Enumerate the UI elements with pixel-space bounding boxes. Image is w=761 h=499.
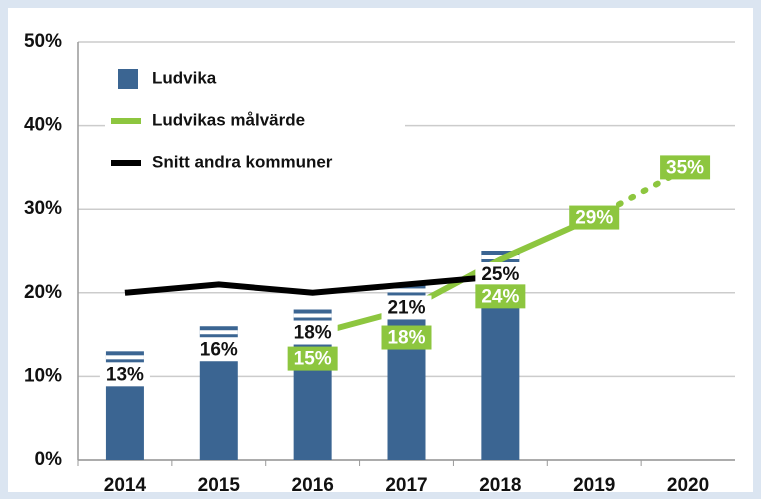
value-label: 15% xyxy=(294,349,332,370)
value-label: 13% xyxy=(106,364,144,385)
value-label: 18% xyxy=(294,323,332,344)
bar-gap xyxy=(105,355,144,360)
value-label: 16% xyxy=(200,339,238,360)
legend-label: Ludvikas målvärde xyxy=(152,110,305,129)
value-label-box xyxy=(287,346,338,371)
value-label: 18% xyxy=(387,328,425,349)
y-tick-label: 30% xyxy=(24,198,62,219)
legend-background xyxy=(105,58,405,188)
value-label-box xyxy=(569,205,620,230)
x-tick-label: 2016 xyxy=(292,475,334,496)
y-tick-label: 40% xyxy=(24,115,62,136)
x-tick-label: 2019 xyxy=(573,475,615,496)
value-label-box xyxy=(287,320,338,345)
value-label-box xyxy=(381,295,432,320)
y-tick-label: 50% xyxy=(24,31,62,52)
legend-label: Ludvika xyxy=(152,68,217,87)
value-label: 35% xyxy=(666,157,704,178)
value-label: 29% xyxy=(575,208,613,229)
bar-gap xyxy=(293,313,332,318)
value-label-box xyxy=(660,155,711,180)
value-label: 21% xyxy=(387,297,425,318)
value-label-box xyxy=(99,362,150,387)
bar-gap xyxy=(387,288,426,293)
bar-gap xyxy=(199,330,238,335)
value-label-box xyxy=(193,337,244,362)
x-tick-label: 2015 xyxy=(198,475,241,496)
line xyxy=(124,273,501,296)
y-tick-label: 0% xyxy=(35,449,63,470)
value-label-box xyxy=(475,262,526,286)
y-tick-label: 20% xyxy=(24,282,62,303)
legend-swatch xyxy=(118,69,138,89)
x-tick-label: 2017 xyxy=(385,475,427,496)
legend-label: Snitt andra kommuner xyxy=(152,152,333,171)
line xyxy=(311,214,596,338)
x-tick-label: 2020 xyxy=(667,475,709,496)
value-label-box xyxy=(381,325,432,350)
value-label-box xyxy=(475,284,526,309)
x-tick-label: 2014 xyxy=(104,475,147,496)
value-label: 25% xyxy=(481,264,519,285)
value-label: 24% xyxy=(481,286,519,307)
y-tick-label: 10% xyxy=(24,365,62,386)
x-tick-label: 2018 xyxy=(479,475,521,496)
